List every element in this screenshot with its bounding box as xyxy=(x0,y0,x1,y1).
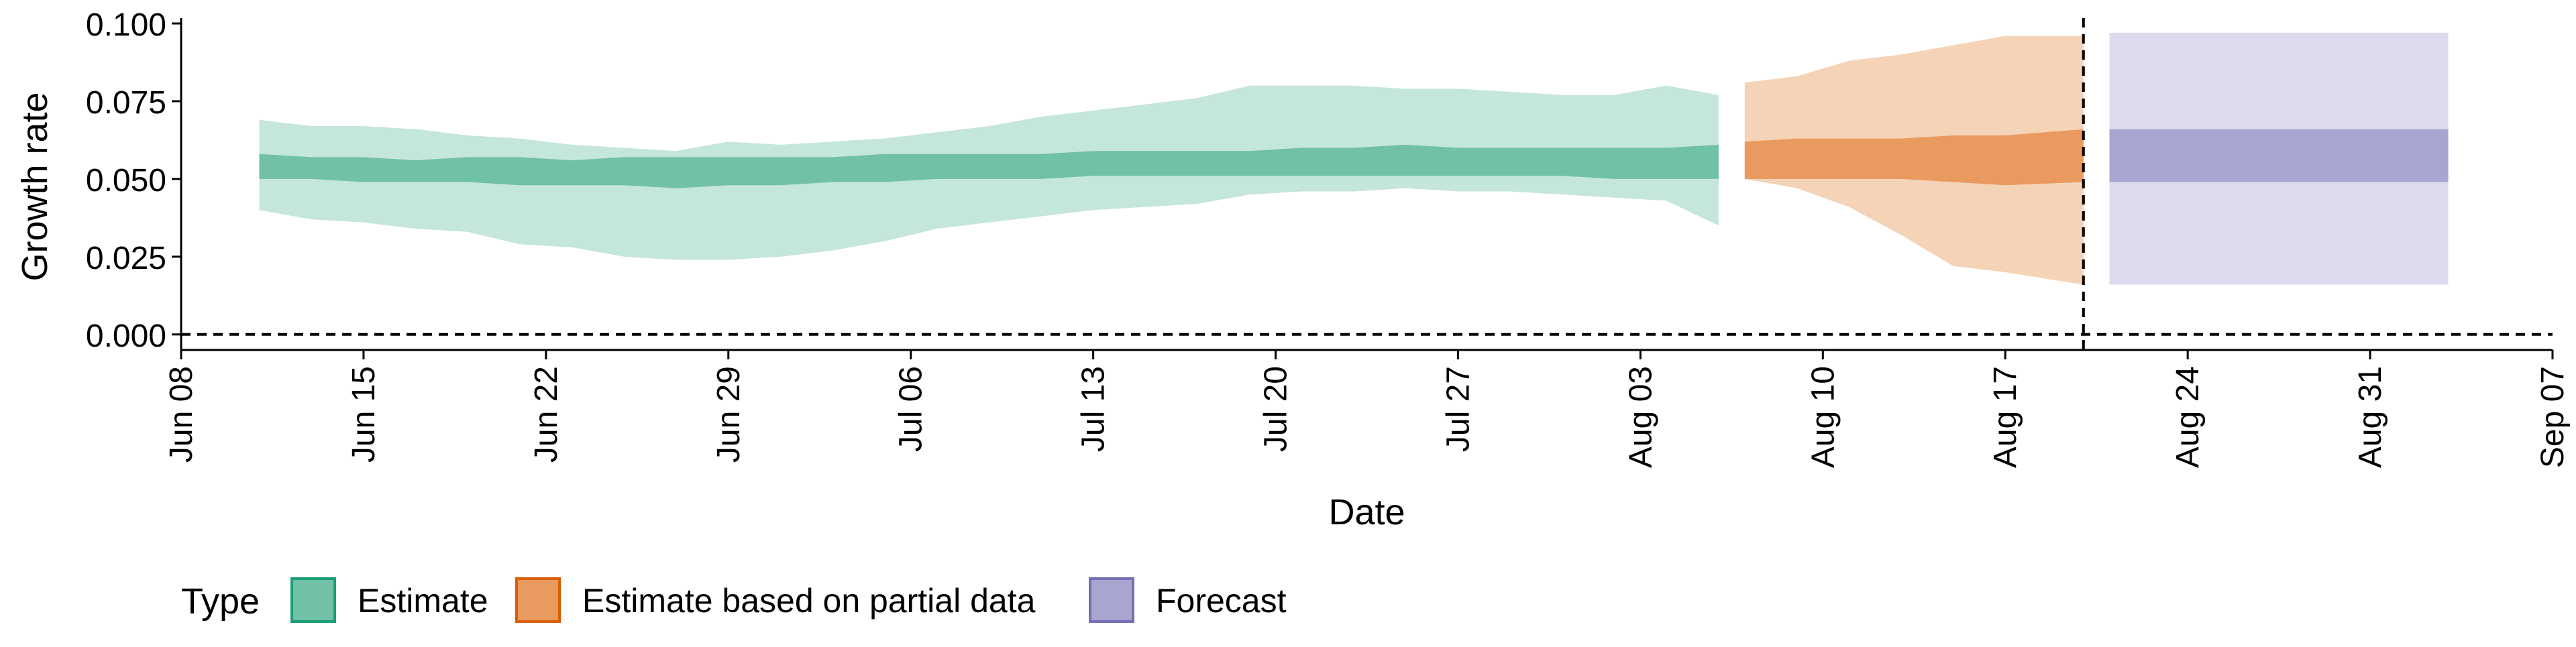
estimate-inner-band xyxy=(259,144,1719,188)
forecast-legend-label: Forecast xyxy=(1156,582,1287,620)
x-tick-label: Aug 31 xyxy=(2353,366,2388,468)
x-tick-label: Jul 27 xyxy=(1440,366,1476,452)
estimate-based-on-partial-data-legend-swatch xyxy=(515,577,561,623)
reference-line-layer xyxy=(181,18,2553,350)
x-tick-label: Jun 29 xyxy=(711,366,747,463)
forecast-inner-band xyxy=(2109,129,2449,182)
x-tick-label: Jun 08 xyxy=(164,366,199,463)
y-axis-ticks: 0.000 0.025 0.050 0.075 0.100 xyxy=(86,7,181,354)
y-tick-label: 0.075 xyxy=(86,85,166,121)
estimate-based-on-partial-data-inner-band xyxy=(1744,129,2084,186)
ribbon-layer xyxy=(259,32,2449,285)
x-axis-ticks: Jun 08 Jun 15 Jun 22 Jun 29 Jul 06 Jul 13 Jul … xyxy=(164,350,2571,468)
legend-items: Estimate Estimate based on partial data Fo… xyxy=(290,577,1287,623)
x-tick-label: Jun 15 xyxy=(346,366,382,463)
estimate-based-on-partial-data-legend-label: Estimate based on partial data xyxy=(582,582,1036,620)
legend-title: Type xyxy=(181,581,260,622)
x-tick-label: Jun 22 xyxy=(529,366,564,463)
estimate-legend-label: Estimate xyxy=(358,582,488,620)
x-axis-title: Date xyxy=(1328,492,1405,532)
x-tick-label: Aug 03 xyxy=(1623,366,1658,468)
x-tick-label: Jul 20 xyxy=(1258,366,1294,452)
y-tick-label: 0.025 xyxy=(86,241,166,276)
x-tick-label: Jul 06 xyxy=(894,366,929,452)
y-tick-label: 0.000 xyxy=(86,318,166,354)
forecast-legend-swatch xyxy=(1089,577,1134,623)
y-tick-label: 0.050 xyxy=(86,163,166,198)
y-axis-title: Growth rate xyxy=(15,92,55,281)
x-tick-label: Aug 24 xyxy=(2170,366,2206,468)
legend: Type Estimate Estimate based on partial d… xyxy=(181,577,1287,623)
x-tick-label: Jul 13 xyxy=(1076,366,1112,452)
estimate-legend-swatch xyxy=(290,577,336,623)
x-tick-label: Aug 10 xyxy=(1805,366,1841,468)
x-tick-label: Sep 07 xyxy=(2535,366,2571,468)
x-tick-label: Aug 17 xyxy=(1988,366,2023,468)
y-tick-label: 0.100 xyxy=(86,7,166,43)
